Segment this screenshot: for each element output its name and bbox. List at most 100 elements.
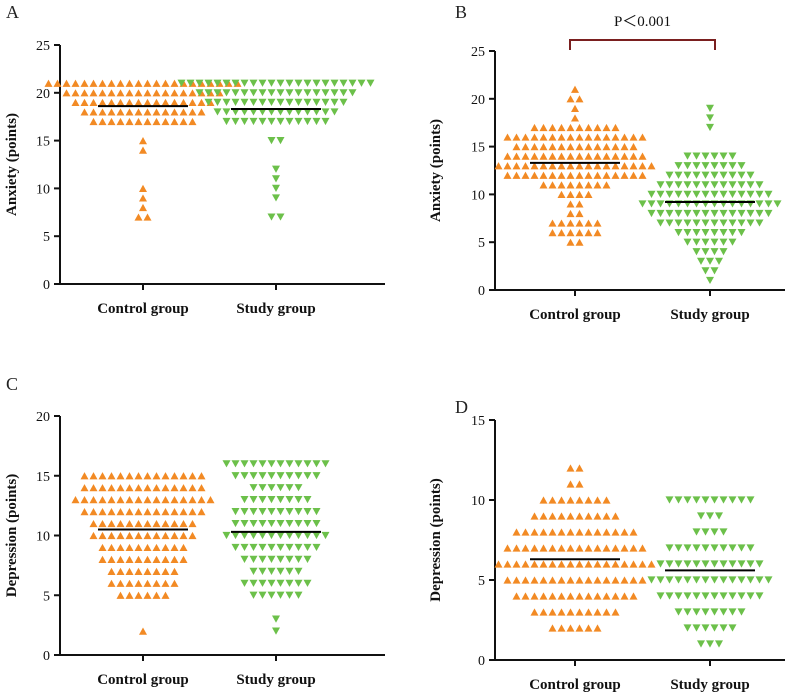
control-data-point <box>602 123 611 132</box>
control-data-point <box>143 555 152 563</box>
control-data-point <box>602 152 611 160</box>
study-data-point <box>258 484 267 492</box>
study-data-point <box>240 531 249 540</box>
study-data-point <box>272 627 280 635</box>
study-data-point <box>764 190 773 198</box>
study-data-point <box>258 567 267 575</box>
control-data-point <box>566 171 575 179</box>
control-data-point <box>134 98 143 106</box>
control-data-point <box>593 171 602 179</box>
control-data-point <box>143 117 152 126</box>
panel-a: A 0 5 10 15 20 25 Anxiety (points) Control group… <box>4 2 385 317</box>
control-data-point <box>134 579 143 587</box>
control-data-point <box>638 152 647 160</box>
y-tick-label: 10 <box>36 182 50 197</box>
control-data-point <box>593 181 602 189</box>
control-data-point <box>557 512 566 520</box>
control-data-point <box>593 624 602 632</box>
study-data-point <box>258 531 267 540</box>
study-data-point <box>240 555 249 563</box>
study-data-point <box>683 162 692 170</box>
study-data-point <box>665 190 674 198</box>
control-data-point <box>521 152 530 160</box>
control-data-point <box>611 171 620 179</box>
category-label: Control group <box>97 672 189 688</box>
study-data-point <box>276 508 285 516</box>
control-data-point <box>503 560 512 568</box>
study-data-point <box>719 248 728 256</box>
control-data-point <box>566 528 575 536</box>
study-data-point <box>706 257 714 265</box>
control-data-point <box>611 608 620 616</box>
control-data-point <box>512 560 521 568</box>
study-data-point <box>701 624 710 632</box>
control-data-point <box>593 512 602 520</box>
study-data-point <box>715 512 723 520</box>
study-data-point <box>719 560 728 568</box>
study-data-point <box>737 560 746 568</box>
study-data-point <box>710 267 719 275</box>
control-data-point <box>602 560 611 568</box>
study-data-point <box>755 592 764 600</box>
study-data-point <box>276 460 285 468</box>
control-data-point <box>575 162 584 170</box>
control-data-point <box>170 508 179 516</box>
control-data-point <box>125 579 134 587</box>
control-data-point <box>593 560 602 568</box>
control-data-point <box>170 98 179 106</box>
control-data-point <box>71 496 80 504</box>
control-data-point <box>575 171 584 179</box>
study-data-point <box>728 190 737 198</box>
study-data-point <box>746 219 755 227</box>
study-data-point <box>692 209 701 218</box>
control-data-point <box>125 567 134 575</box>
study-data-point <box>222 98 231 106</box>
control-data-point <box>170 117 179 126</box>
control-data-point <box>629 171 638 179</box>
study-data-point <box>728 576 737 584</box>
control-data-point <box>602 143 611 151</box>
study-data-point <box>294 117 303 126</box>
control-data-point <box>539 152 548 160</box>
control-data-point <box>530 143 539 151</box>
control-data-point <box>170 579 179 587</box>
control-data-point <box>188 484 197 492</box>
study-data-point <box>276 531 285 540</box>
study-data-point <box>267 508 276 516</box>
control-data-point <box>566 95 575 103</box>
control-data-point <box>161 472 170 480</box>
study-data-point <box>737 190 746 198</box>
study-data-point <box>665 576 674 584</box>
control-data-point <box>620 544 629 552</box>
study-data-point <box>294 531 303 540</box>
study-data-point <box>710 209 719 218</box>
study-data-point <box>728 181 737 189</box>
control-data-point <box>575 480 584 488</box>
category-label: Control group <box>529 307 621 323</box>
control-data-point <box>139 203 147 212</box>
control-data-point <box>539 576 548 584</box>
control-data-point <box>116 484 125 492</box>
y-tick-label: 15 <box>471 414 485 429</box>
study-data-point <box>267 591 276 599</box>
study-data-point <box>312 508 321 516</box>
control-data-point <box>566 608 575 616</box>
control-data-point <box>170 519 179 528</box>
control-data-point <box>548 219 557 227</box>
study-data-point <box>272 194 280 202</box>
control-data-point <box>539 608 548 616</box>
study-data-point <box>701 162 710 170</box>
control-data-point <box>548 181 557 189</box>
control-data-point <box>557 152 566 160</box>
control-data-point <box>143 567 152 575</box>
control-data-point <box>611 560 620 568</box>
control-data-point <box>557 576 566 584</box>
study-data-point <box>285 496 294 504</box>
control-data-point <box>62 89 71 97</box>
study-data-point <box>321 98 330 106</box>
control-data-point <box>89 98 98 106</box>
y-axis-title: Anxiety (points) <box>428 119 444 222</box>
control-data-point <box>629 576 638 584</box>
study-data-point <box>303 98 312 106</box>
control-data-point <box>575 143 584 151</box>
